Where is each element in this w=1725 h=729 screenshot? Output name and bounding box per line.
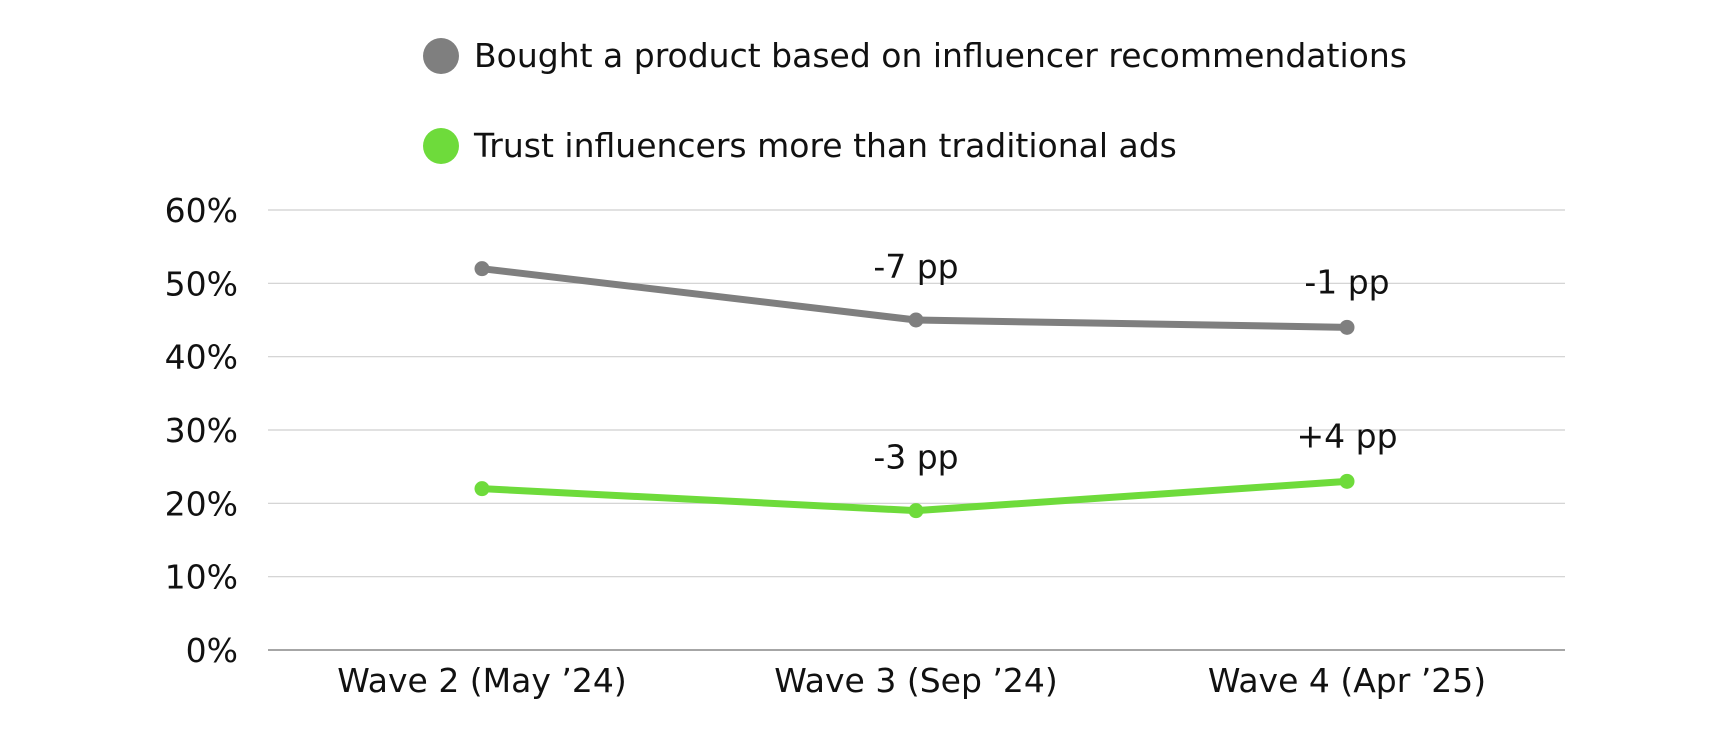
annotations: -7 pp -1 pp -3 pp +4 pp — [873, 247, 1397, 477]
y-tick-label: 20% — [165, 484, 238, 523]
legend: Bought a product based on influencer rec… — [423, 36, 1407, 165]
legend-marker — [423, 38, 459, 74]
change-annotation: -3 pp — [873, 438, 958, 477]
legend-label: Trust influencers more than traditional … — [473, 126, 1177, 165]
x-tick-label: Wave 4 (Apr ’25) — [1208, 661, 1486, 700]
legend-marker — [423, 128, 459, 164]
y-tick-label: 50% — [165, 264, 238, 303]
legend-label: Bought a product based on influencer rec… — [474, 36, 1407, 75]
y-tick-label: 0% — [186, 631, 238, 670]
y-tick-label: 60% — [165, 191, 238, 230]
x-axis: Wave 2 (May ’24) Wave 3 (Sep ’24) Wave 4 (… — [337, 661, 1486, 700]
x-tick-label: Wave 3 (Sep ’24) — [774, 661, 1057, 700]
y-axis: 0% 10% 20% 30% 40% 50% 60% — [165, 191, 238, 670]
x-tick-label: Wave 2 (May ’24) — [337, 661, 627, 700]
change-annotation: -7 pp — [873, 247, 958, 286]
data-point-bought-a-product-based-on-influencer-recommendations — [908, 312, 924, 328]
y-tick-label: 40% — [165, 338, 238, 377]
data-point-trust-influencers-more-than-traditional-ads — [1339, 473, 1355, 489]
change-annotation: +4 pp — [1296, 416, 1397, 455]
data-point-trust-influencers-more-than-traditional-ads — [908, 503, 924, 519]
data-point-bought-a-product-based-on-influencer-recommendations — [1339, 319, 1355, 335]
series-group — [474, 261, 1355, 519]
data-point-bought-a-product-based-on-influencer-recommendations — [474, 261, 490, 277]
change-annotation: -1 pp — [1304, 262, 1389, 301]
data-point-trust-influencers-more-than-traditional-ads — [474, 481, 490, 497]
y-tick-label: 10% — [165, 558, 238, 597]
gridlines — [268, 209, 1565, 651]
y-tick-label: 30% — [165, 411, 238, 450]
